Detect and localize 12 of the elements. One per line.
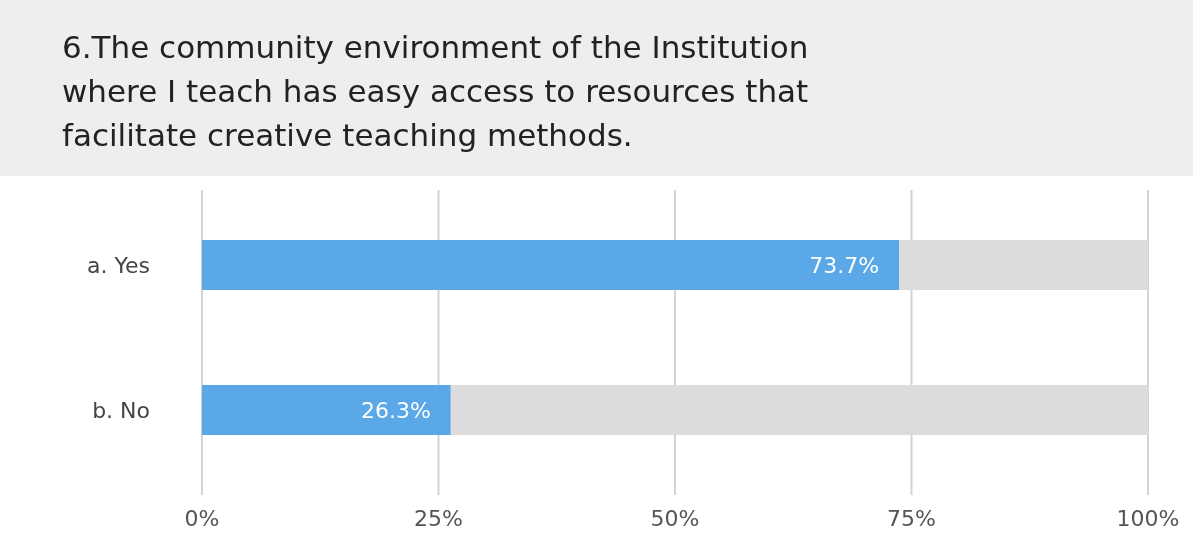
x-tick-label: 100% <box>1116 506 1180 531</box>
x-tick-label: 50% <box>650 506 700 531</box>
data-label: 26.3% <box>360 397 431 423</box>
chart-title: 6.The community environment of the Institution where I teach has easy access to resources that facilitate creative teaching methods. <box>62 29 809 153</box>
y-tick-label: a. Yes <box>87 252 150 278</box>
x-tick-label: 0% <box>184 506 220 531</box>
x-tick-label: 75% <box>887 506 936 531</box>
y-tick-label: b. No <box>92 397 150 423</box>
x-tick-label: 25% <box>414 506 463 531</box>
bar <box>202 240 900 290</box>
bar <box>202 385 451 435</box>
data-label: 73.7% <box>809 252 880 278</box>
